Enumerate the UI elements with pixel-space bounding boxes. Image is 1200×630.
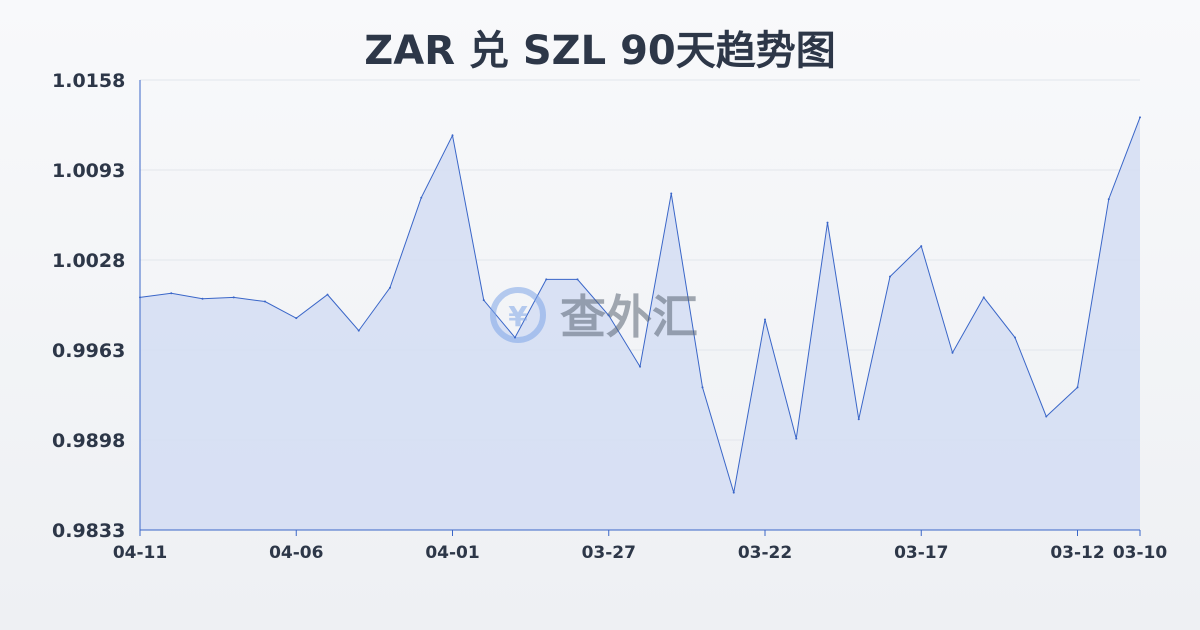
y-tick-label: 1.0093 bbox=[52, 160, 125, 182]
data-point bbox=[1076, 386, 1079, 389]
data-point bbox=[701, 386, 704, 389]
watermark: ¥ 查外汇 bbox=[490, 287, 698, 344]
data-point bbox=[951, 351, 954, 354]
watermark-text: 查外汇 bbox=[560, 290, 698, 344]
data-point bbox=[326, 293, 329, 296]
x-tick-label: 03-22 bbox=[738, 543, 792, 563]
data-point bbox=[139, 296, 141, 299]
data-point bbox=[545, 278, 548, 281]
x-tick-label: 04-01 bbox=[425, 543, 479, 563]
x-tick-label: 03-10 bbox=[1113, 543, 1168, 563]
data-point bbox=[264, 300, 266, 303]
data-point bbox=[857, 418, 860, 421]
data-point bbox=[482, 299, 485, 302]
data-point bbox=[764, 318, 766, 321]
data-point bbox=[1045, 415, 1048, 418]
chart-title: ZAR 兑 SZL 90天趋势图 bbox=[364, 28, 836, 74]
data-point bbox=[1014, 336, 1016, 339]
data-point bbox=[889, 275, 891, 278]
data-point bbox=[920, 245, 923, 248]
area-fill bbox=[140, 117, 1140, 530]
data-point bbox=[232, 296, 235, 299]
data-point bbox=[795, 437, 798, 440]
data-point bbox=[982, 296, 985, 299]
data-point bbox=[420, 196, 423, 199]
x-tick-label: 03-27 bbox=[582, 543, 636, 563]
y-tick-label: 0.9898 bbox=[52, 430, 125, 452]
x-tick-label: 04-06 bbox=[269, 543, 323, 563]
svg-text:¥: ¥ bbox=[508, 300, 528, 333]
data-point bbox=[607, 314, 610, 317]
data-point bbox=[451, 134, 454, 137]
data-point bbox=[170, 292, 173, 295]
data-point bbox=[514, 336, 516, 339]
data-point bbox=[670, 192, 673, 195]
data-point bbox=[295, 317, 298, 320]
y-tick-label: 1.0158 bbox=[52, 70, 125, 92]
data-point bbox=[201, 297, 204, 300]
data-point bbox=[826, 221, 829, 224]
data-point bbox=[639, 365, 641, 368]
data-point bbox=[357, 329, 360, 332]
data-point bbox=[576, 278, 579, 281]
data-point bbox=[389, 286, 391, 289]
y-tick-label: 1.0028 bbox=[52, 250, 125, 272]
x-tick-label: 03-17 bbox=[894, 543, 948, 563]
y-tick-label: 0.9963 bbox=[52, 340, 125, 362]
data-point bbox=[1107, 198, 1110, 201]
x-tick-label: 04-11 bbox=[113, 543, 167, 563]
data-point bbox=[732, 491, 735, 494]
data-point bbox=[1139, 116, 1141, 119]
currency-exchange-icon bbox=[490, 287, 546, 343]
x-tick-label: 03-12 bbox=[1050, 543, 1104, 563]
y-tick-label: 0.9833 bbox=[52, 520, 125, 542]
